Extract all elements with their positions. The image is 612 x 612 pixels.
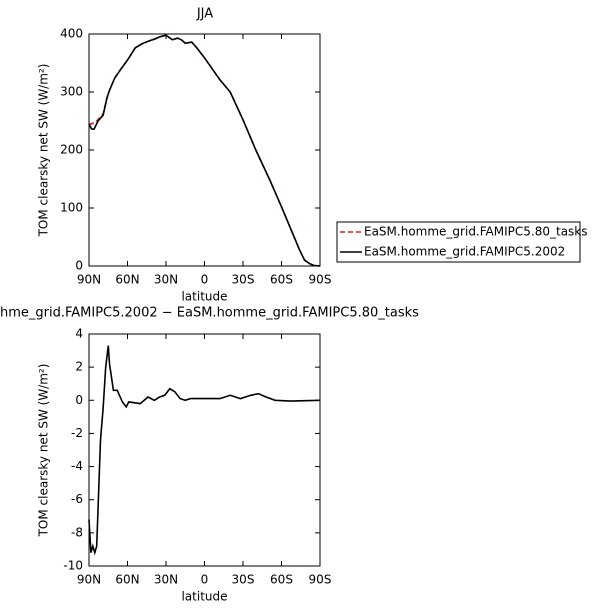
y-tick-label: 200	[60, 143, 83, 157]
x-tick-label: 0	[201, 573, 209, 587]
x-tick-label: 30S	[232, 573, 255, 587]
x-axis-label: latitude	[181, 290, 227, 304]
x-tick-label: 90N	[77, 273, 101, 287]
x-tick-label: 60S	[270, 273, 293, 287]
plot-frame	[88, 333, 321, 567]
x-tick-label: 60N	[115, 573, 139, 587]
y-axis-label: TOM clearsky net SW (W/m²)	[37, 64, 51, 238]
y-axis-label: TOM clearsky net SW (W/m²)	[37, 364, 51, 538]
x-tick-label: 90S	[309, 273, 332, 287]
y-tick-label: 2	[75, 360, 83, 374]
x-tick-label: 60S	[270, 573, 293, 587]
x-tick-label: 30N	[154, 273, 178, 287]
x-tick-label: 90S	[309, 573, 332, 587]
y-tick-label: -6	[71, 492, 83, 506]
y-tick-label: 300	[60, 85, 83, 99]
x-tick-label: 30N	[154, 573, 178, 587]
data-line	[88, 345, 321, 556]
x-tick-label: 30S	[232, 273, 255, 287]
x-tick-label: 60N	[115, 273, 139, 287]
x-tick-label: 90N	[77, 573, 101, 587]
x-tick-label: 0	[201, 273, 209, 287]
chart-title: hme_grid.FAMIPC5.2002 − EaSM.homme_grid.…	[0, 306, 419, 321]
y-tick-label: 0	[75, 259, 83, 273]
legend-label: EaSM.homme_grid.FAMIPC5.2002	[364, 245, 565, 259]
y-tick-label: 400	[60, 27, 83, 41]
legend-label: EaSM.homme_grid.FAMIPC5.80_tasks	[364, 225, 588, 239]
y-tick-label: 0	[75, 393, 83, 407]
plot-frame	[88, 33, 321, 267]
y-tick-label: -4	[71, 459, 83, 473]
y-tick-label: 100	[60, 201, 83, 215]
y-tick-label: 4	[75, 327, 83, 341]
y-tick-label: -10	[63, 559, 83, 573]
data-line	[88, 34, 321, 267]
x-axis-label: latitude	[181, 590, 227, 604]
data-line	[89, 34, 321, 267]
chart-title: JJA	[196, 7, 213, 22]
y-tick-label: -8	[71, 525, 83, 539]
y-tick-label: -2	[71, 426, 83, 440]
legend-box	[336, 221, 581, 263]
